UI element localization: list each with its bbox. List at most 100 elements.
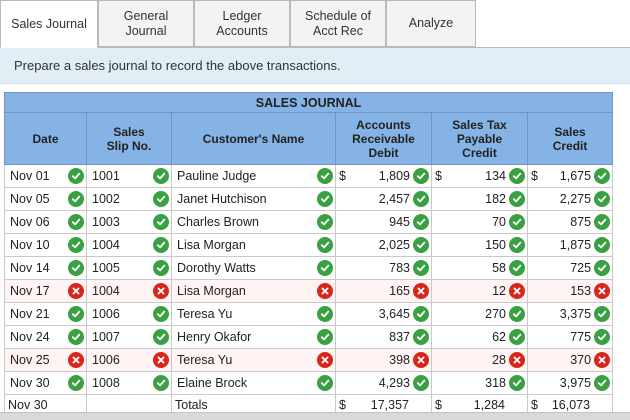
header-sales-tax: Sales Tax Payable Credit bbox=[431, 112, 528, 165]
ar-cell-value: 783 bbox=[389, 261, 410, 275]
tax-cell[interactable]: 58 bbox=[431, 256, 528, 280]
ar-cell-value: 837 bbox=[389, 330, 410, 344]
customer-cell[interactable]: Pauline Judge bbox=[171, 164, 336, 188]
check-icon bbox=[68, 375, 84, 391]
horizontal-scrollbar[interactable] bbox=[0, 412, 630, 420]
date-cell-value: Nov 05 bbox=[10, 192, 50, 206]
customer-cell[interactable]: Henry Okafor bbox=[171, 325, 336, 349]
customer-cell[interactable]: Teresa Yu bbox=[171, 302, 336, 326]
tax-cell[interactable]: 28 bbox=[431, 348, 528, 372]
customer-cell[interactable]: Lisa Morgan bbox=[171, 279, 336, 303]
tab-sales-journal[interactable]: Sales Journal bbox=[0, 0, 98, 48]
ar-cell[interactable]: $1,809 bbox=[335, 164, 432, 188]
check-icon bbox=[594, 260, 611, 276]
ar-cell-value: 1,809 bbox=[378, 169, 410, 183]
slip-cell[interactable]: 1006 bbox=[86, 348, 172, 372]
slip-cell-value: 1003 bbox=[92, 215, 120, 229]
ar-cell[interactable]: 3,645 bbox=[335, 302, 432, 326]
date-cell[interactable]: Nov 14 bbox=[4, 256, 87, 280]
customer-cell[interactable]: Dorothy Watts bbox=[171, 256, 336, 280]
customer-cell[interactable]: Lisa Morgan bbox=[171, 233, 336, 257]
tax-cell[interactable]: 12 bbox=[431, 279, 528, 303]
tax-cell[interactable]: 70 bbox=[431, 210, 528, 234]
date-cell[interactable]: Nov 24 bbox=[4, 325, 87, 349]
tax-cell[interactable]: 182 bbox=[431, 187, 528, 211]
total-ar-value: 17,357 bbox=[370, 398, 409, 412]
sales-cell[interactable]: 3,975 bbox=[526, 371, 614, 395]
customer-cell[interactable]: Elaine Brock bbox=[171, 371, 336, 395]
slip-cell[interactable]: 1004 bbox=[86, 279, 172, 303]
customer-cell-value: Pauline Judge bbox=[177, 169, 257, 183]
date-cell[interactable]: Nov 10 bbox=[4, 233, 87, 257]
tab-ledger-accounts[interactable]: Ledger Accounts bbox=[194, 0, 290, 47]
date-cell-value: Nov 21 bbox=[10, 307, 50, 321]
check-icon bbox=[317, 329, 333, 345]
journal-row: Nov 25 1006 Teresa Yu 398 28 370 bbox=[4, 348, 614, 372]
sales-cell[interactable]: 370 bbox=[526, 348, 614, 372]
tax-cell[interactable]: 150 bbox=[431, 233, 528, 257]
tab-general-journal[interactable]: General Journal bbox=[98, 0, 194, 47]
tax-cell[interactable]: 270 bbox=[431, 302, 528, 326]
cross-icon bbox=[153, 352, 169, 368]
customer-cell[interactable]: Janet Hutchison bbox=[171, 187, 336, 211]
ar-cell[interactable]: 398 bbox=[335, 348, 432, 372]
sales-cell-value: 1,675 bbox=[559, 169, 592, 183]
tax-cell[interactable]: 318 bbox=[431, 371, 528, 395]
check-icon bbox=[594, 375, 611, 391]
slip-cell[interactable]: 1008 bbox=[86, 371, 172, 395]
ar-cell-value: 398 bbox=[389, 353, 410, 367]
date-cell[interactable]: Nov 05 bbox=[4, 187, 87, 211]
sales-cell[interactable]: 153 bbox=[526, 279, 614, 303]
ar-cell[interactable]: 2,457 bbox=[335, 187, 432, 211]
slip-cell[interactable]: 1002 bbox=[86, 187, 172, 211]
slip-cell[interactable]: 1005 bbox=[86, 256, 172, 280]
slip-cell[interactable]: 1004 bbox=[86, 233, 172, 257]
slip-cell[interactable]: 1007 bbox=[86, 325, 172, 349]
tab-bar: Sales Journal General Journal Ledger Acc… bbox=[0, 0, 630, 48]
sales-cell[interactable]: 875 bbox=[526, 210, 614, 234]
tab-schedule-acct-rec[interactable]: Schedule of Acct Rec bbox=[290, 0, 386, 47]
ar-cell[interactable]: 4,293 bbox=[335, 371, 432, 395]
customer-cell-value: Dorothy Watts bbox=[177, 261, 256, 275]
tax-cell-value: 62 bbox=[492, 330, 506, 344]
tax-cell[interactable]: $134 bbox=[431, 164, 528, 188]
ar-cell[interactable]: 2,025 bbox=[335, 233, 432, 257]
sales-cell[interactable]: $1,675 bbox=[526, 164, 614, 188]
date-cell[interactable]: Nov 01 bbox=[4, 164, 87, 188]
check-icon bbox=[509, 168, 525, 184]
sales-cell-value: 3,975 bbox=[559, 376, 592, 390]
date-cell[interactable]: Nov 30 bbox=[4, 371, 87, 395]
check-icon bbox=[509, 306, 525, 322]
ar-cell[interactable]: 165 bbox=[335, 279, 432, 303]
date-cell[interactable]: Nov 21 bbox=[4, 302, 87, 326]
tax-cell-value: 134 bbox=[485, 169, 506, 183]
tab-analyze[interactable]: Analyze bbox=[386, 0, 476, 47]
date-cell[interactable]: Nov 25 bbox=[4, 348, 87, 372]
tax-cell-value: 270 bbox=[485, 307, 506, 321]
sales-cell[interactable]: 775 bbox=[526, 325, 614, 349]
ar-cell[interactable]: 837 bbox=[335, 325, 432, 349]
tax-cell-value: 28 bbox=[492, 353, 506, 367]
check-icon bbox=[413, 329, 429, 345]
customer-cell[interactable]: Charles Brown bbox=[171, 210, 336, 234]
slip-cell[interactable]: 1001 bbox=[86, 164, 172, 188]
date-cell-value: Nov 25 bbox=[10, 353, 50, 367]
sales-cell[interactable]: 3,375 bbox=[526, 302, 614, 326]
total-tax[interactable]: $1,284 bbox=[431, 394, 528, 416]
ar-cell[interactable]: 783 bbox=[335, 256, 432, 280]
check-icon bbox=[413, 214, 429, 230]
check-icon bbox=[594, 214, 611, 230]
slip-cell[interactable]: 1003 bbox=[86, 210, 172, 234]
date-cell[interactable]: Nov 17 bbox=[4, 279, 87, 303]
customer-cell[interactable]: Teresa Yu bbox=[171, 348, 336, 372]
journal-title: SALES JOURNAL bbox=[3, 92, 614, 113]
date-cell[interactable]: Nov 06 bbox=[4, 210, 87, 234]
journal-row: Nov 01 1001 Pauline Judge $1,809 $134 $1,675 bbox=[4, 164, 614, 188]
slip-cell[interactable]: 1006 bbox=[86, 302, 172, 326]
sales-cell[interactable]: 1,875 bbox=[526, 233, 614, 257]
sales-cell[interactable]: 725 bbox=[526, 256, 614, 280]
sales-cell[interactable]: 2,275 bbox=[526, 187, 614, 211]
cross-icon bbox=[413, 352, 429, 368]
ar-cell[interactable]: 945 bbox=[335, 210, 432, 234]
tax-cell[interactable]: 62 bbox=[431, 325, 528, 349]
